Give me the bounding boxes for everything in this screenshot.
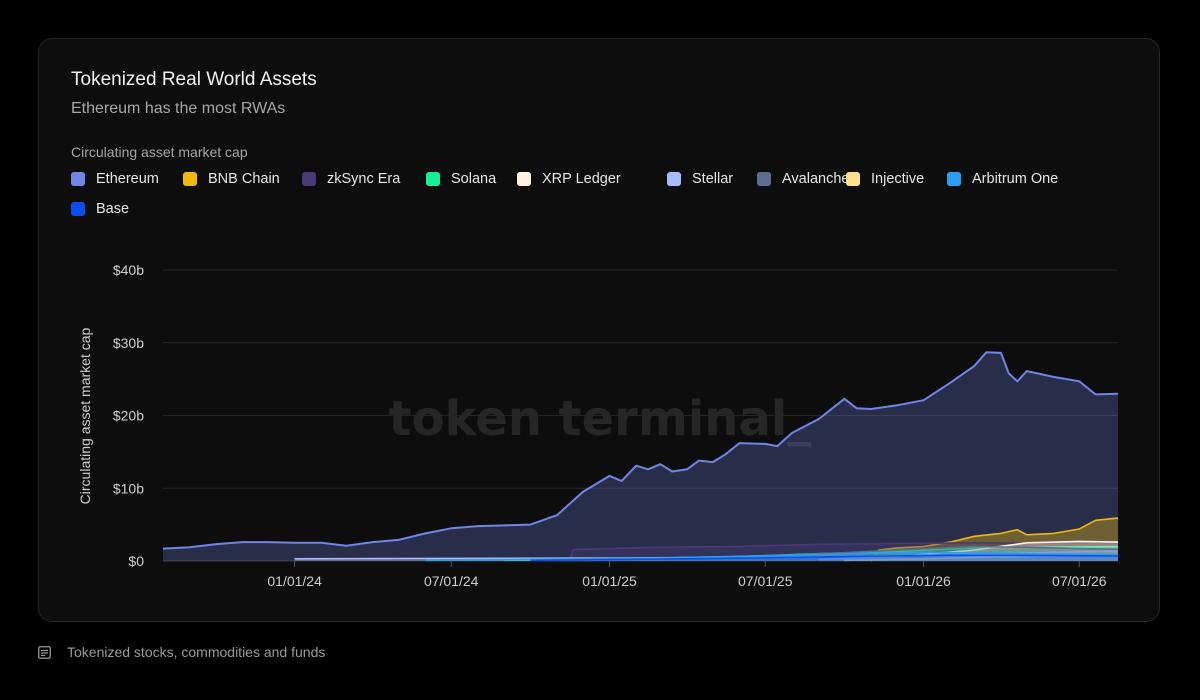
legend-label: BNB Chain bbox=[208, 171, 280, 187]
legend-item[interactable]: Avalanche bbox=[757, 171, 849, 187]
legend-swatch bbox=[757, 172, 771, 186]
series-ethereum bbox=[162, 351, 1119, 561]
legend-item[interactable]: Base bbox=[71, 201, 129, 217]
legend-swatch bbox=[71, 172, 85, 186]
series-area bbox=[163, 352, 1118, 561]
legend-item[interactable]: XRP Ledger bbox=[517, 171, 621, 187]
y-tick-label: $10b bbox=[113, 480, 144, 496]
x-tick-label: 01/01/24 bbox=[267, 573, 322, 589]
legend-swatch bbox=[302, 172, 316, 186]
y-axis-ticks: $0 $10b $20b $30b $40b bbox=[113, 262, 144, 569]
legend-item[interactable]: Arbitrum One bbox=[947, 171, 1058, 187]
legend-swatch bbox=[947, 172, 961, 186]
series-line bbox=[568, 542, 1118, 562]
legend-item[interactable]: BNB Chain bbox=[183, 171, 280, 187]
legend-item[interactable]: Stellar bbox=[667, 171, 733, 187]
legend-title: Circulating asset market cap bbox=[71, 144, 248, 160]
legend-item[interactable]: Injective bbox=[846, 171, 924, 187]
legend-label: Stellar bbox=[692, 171, 734, 187]
series-line bbox=[425, 551, 1119, 562]
series-line bbox=[530, 554, 1119, 562]
legend-swatch bbox=[846, 172, 860, 186]
y-tick-label: $30b bbox=[113, 335, 144, 351]
legend-label: Ethereum bbox=[96, 171, 159, 187]
legend-label: Solana bbox=[451, 171, 497, 187]
grid-lines bbox=[163, 269, 1118, 562]
watermark: token terminal_ bbox=[389, 391, 812, 447]
legend-label: Injective bbox=[871, 171, 925, 187]
series-areas bbox=[162, 351, 1119, 562]
footer-note-text: Tokenized stocks, commodities and funds bbox=[67, 644, 326, 660]
y-tick-label: $40b bbox=[113, 262, 144, 278]
legend-label: XRP Ledger bbox=[542, 171, 621, 187]
legend-swatch bbox=[183, 172, 197, 186]
series-line bbox=[162, 351, 1119, 550]
x-axis-ticks: 01/01/24 07/01/24 01/01/25 07/01/25 01/01/26… bbox=[267, 561, 1107, 589]
chart-subtitle: Ethereum has the most RWAs bbox=[71, 100, 286, 117]
series-base bbox=[530, 554, 1119, 562]
chart-title: Tokenized Real World Assets bbox=[71, 69, 317, 90]
y-tick-label: $20b bbox=[113, 408, 144, 424]
x-tick-label: 07/01/24 bbox=[424, 573, 479, 589]
legend-swatch bbox=[517, 172, 531, 186]
y-axis-label: Circulating asset market cap bbox=[77, 327, 93, 504]
x-tick-label: 07/01/25 bbox=[738, 573, 793, 589]
chart-card: Tokenized Real World Assets Ethereum has… bbox=[38, 38, 1160, 622]
legend-label: Arbitrum One bbox=[972, 171, 1059, 187]
legend-item[interactable]: Ethereum bbox=[71, 171, 159, 187]
legend-label: Base bbox=[96, 201, 130, 217]
legend-label: Avalanche bbox=[782, 171, 850, 187]
legend-item[interactable]: Solana bbox=[426, 171, 496, 187]
series-line bbox=[870, 517, 1119, 562]
legend-swatch bbox=[71, 202, 85, 216]
legend-swatch bbox=[426, 172, 440, 186]
note-icon bbox=[38, 645, 51, 659]
x-tick-label: 01/01/25 bbox=[582, 573, 637, 589]
legend-item[interactable]: zkSync Era bbox=[302, 171, 400, 187]
x-tick-label: 01/01/26 bbox=[896, 573, 951, 589]
y-tick-label: $0 bbox=[128, 553, 144, 569]
footer-note: Tokenized stocks, commodities and funds bbox=[38, 644, 325, 660]
legend-swatch bbox=[667, 172, 681, 186]
legend-label: zkSync Era bbox=[327, 171, 401, 187]
x-tick-label: 07/01/26 bbox=[1052, 573, 1107, 589]
